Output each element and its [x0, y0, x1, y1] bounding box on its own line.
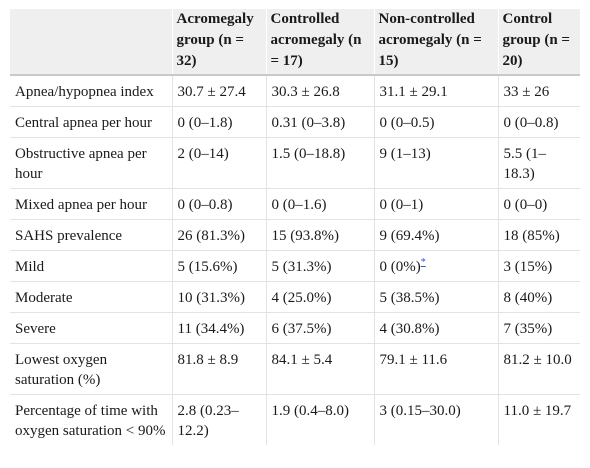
table-cell: 5.5 (1–18.3)	[497, 137, 580, 189]
table-row: SAHS prevalence 26 (81.3%) 15 (93.8%) 9 …	[10, 219, 580, 251]
row-label: Central apnea per hour	[10, 106, 172, 138]
results-table: Acromegaly group (n = 32) Controlled acr…	[10, 9, 580, 445]
table-cell: 0 (0–0.5)	[373, 106, 498, 138]
table-cell: 33 ± 26	[497, 75, 580, 107]
row-label: Mixed apnea per hour	[10, 188, 172, 220]
table-cell: 0 (0–1.6)	[265, 188, 374, 220]
table-cell: 4 (30.8%)	[373, 312, 498, 344]
table-cell: 1.9 (0.4–8.0)	[265, 394, 374, 445]
table-cell: 0 (0–0.8)	[171, 188, 266, 220]
table-cell: 81.2 ± 10.0	[497, 343, 580, 395]
table-cell: 1.5 (0–18.8)	[265, 137, 374, 189]
cell-value: 0 (0%)	[379, 259, 421, 275]
header-cell-empty	[10, 9, 172, 76]
table-cell: 30.7 ± 27.4	[171, 75, 266, 107]
table-row: Mixed apnea per hour 0 (0–0.8) 0 (0–1.6)…	[10, 188, 580, 220]
table-row: Severe 11 (34.4%) 6 (37.5%) 4 (30.8%) 7 …	[10, 312, 580, 344]
table-cell: 6 (37.5%)	[265, 312, 374, 344]
header-acromegaly-group: Acromegaly group (n = 32)	[171, 9, 266, 76]
table-cell: 3 (15%)	[497, 250, 580, 282]
row-label: Moderate	[10, 281, 172, 313]
row-label: Mild	[10, 250, 172, 282]
header-controlled-acromegaly: Controlled acromegaly (n = 17)	[265, 9, 374, 76]
row-label: Apnea/hypopnea index	[15, 84, 154, 100]
table-row: Central apnea per hour 0 (0–1.8) 0.31 (0…	[10, 106, 580, 138]
table-row: Percentage of time with oxygen saturatio…	[10, 394, 580, 445]
table-cell: 8 (40%)	[497, 281, 580, 313]
table-cell: 31.1 ± 29.1	[373, 75, 498, 107]
table-cell: 30.3 ± 26.8	[265, 75, 374, 107]
table-cell-with-footnote: 0 (0%)*	[373, 250, 498, 282]
table-cell: 81.8 ± 8.9	[171, 343, 266, 395]
table-cell: 79.1 ± 11.6	[373, 343, 498, 395]
table-cell: 7 (35%)	[497, 312, 580, 344]
table-cell: 0 (0–0.8)	[497, 106, 580, 138]
table-cell: 11 (34.4%)	[171, 312, 266, 344]
row-label: Percentage of time with oxygen saturatio…	[10, 394, 172, 445]
table-cell: 5 (38.5%)	[373, 281, 498, 313]
table-cell: 4 (25.0%)	[265, 281, 374, 313]
table-cell: 5 (15.6%)	[171, 250, 266, 282]
table-cell: 15 (93.8%)	[265, 219, 374, 251]
table-body: Apnea/hypopnea index 30.7 ± 27.4 30.3 ± …	[10, 75, 580, 445]
table-cell: 84.1 ± 5.4	[265, 343, 374, 395]
row-label: Obstructive apnea per hour	[10, 137, 172, 189]
header-row: Acromegaly group (n = 32) Controlled acr…	[10, 9, 580, 76]
row-label: SAHS prevalence	[10, 219, 172, 251]
table-cell: 0.31 (0–3.8)	[265, 106, 374, 138]
row-label: Lowest oxygen saturation (%)	[10, 343, 172, 395]
table-cell: 0 (0–1.8)	[171, 106, 266, 138]
table-cell: 3 (0.15–30.0)	[373, 394, 498, 445]
table-row: Mild 5 (15.6%) 5 (31.3%) 0 (0%)* 3 (15%)	[10, 250, 580, 282]
header-control-group: Control group (n = 20)	[497, 9, 580, 76]
table-cell: 5 (31.3%)	[265, 250, 374, 282]
table-cell: 0 (0–0)	[497, 188, 580, 220]
table-row: Lowest oxygen saturation (%) 81.8 ± 8.9 …	[10, 343, 580, 395]
table-cell: 2.8 (0.23–12.2)	[171, 394, 266, 445]
table-row: Obstructive apnea per hour 2 (0–14) 1.5 …	[10, 137, 580, 189]
table-cell: 10 (31.3%)	[171, 281, 266, 313]
table-cell: 2 (0–14)	[171, 137, 266, 189]
table-header: Acromegaly group (n = 32) Controlled acr…	[10, 9, 580, 76]
table-cell: 0 (0–1)	[373, 188, 498, 220]
row-label: Severe	[10, 312, 172, 344]
footnote-link[interactable]: *	[420, 257, 426, 268]
table-cell: 26 (81.3%)	[171, 219, 266, 251]
table-cell: 11.0 ± 19.7	[497, 394, 580, 445]
header-non-controlled-acromegaly: Non-controlled acromegaly (n = 15)	[373, 9, 498, 76]
table-cell: 18 (85%)	[497, 219, 580, 251]
table-row: Moderate 10 (31.3%) 4 (25.0%) 5 (38.5%) …	[10, 281, 580, 313]
table-cell: 9 (69.4%)	[373, 219, 498, 251]
table-row: Apnea/hypopnea index 30.7 ± 27.4 30.3 ± …	[10, 75, 580, 107]
table-cell: 9 (1–13)	[373, 137, 498, 189]
